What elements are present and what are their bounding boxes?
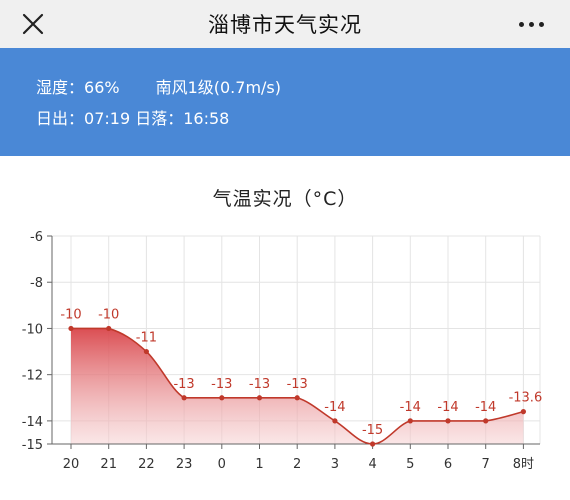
x-tick-label: 4: [368, 457, 376, 472]
data-point: [407, 418, 413, 424]
humidity-value: 66%: [84, 78, 120, 97]
top-bar: 淄博市天气实况: [0, 0, 570, 48]
data-point: [181, 395, 187, 401]
y-tick-label: -6: [30, 230, 43, 245]
y-tick-label: -12: [22, 369, 43, 384]
y-tick-label: -10: [22, 322, 43, 337]
y-tick-label: -8: [30, 276, 43, 291]
x-tick-label: 0: [218, 457, 226, 472]
data-value-label: -14: [437, 400, 458, 415]
data-point: [445, 418, 451, 424]
data-value-label: -14: [400, 400, 421, 415]
x-tick-label: 1: [255, 457, 263, 472]
sun-times-row: 日出：07:19 日落：16:58: [36, 105, 229, 129]
data-value-label: -13: [249, 377, 270, 392]
close-button[interactable]: [18, 9, 48, 39]
data-point: [370, 441, 376, 447]
weather-summary-panel: 湿度：66% 南风1级(0.7m/s) 日出：07:19 日落：16:58: [0, 48, 570, 156]
y-tick-label: -15: [22, 438, 43, 453]
x-tick-label: 7: [482, 457, 490, 472]
data-value-label: -10: [60, 307, 81, 322]
humidity-wind-row: 湿度：66% 南风1级(0.7m/s): [36, 74, 281, 98]
data-value-label: -13: [211, 377, 232, 392]
data-value-label: -14: [324, 400, 345, 415]
humidity-label: 湿度：: [36, 78, 85, 97]
data-point: [219, 395, 225, 401]
more-icon-dot: [528, 21, 534, 27]
x-tick-label: 6: [444, 457, 452, 472]
wind-value: 南风1级(0.7m/s): [155, 78, 282, 97]
chart-title: 气温实况（°C）: [212, 188, 358, 210]
data-value-label: -13: [173, 377, 194, 392]
x-tick-label: 8时: [513, 457, 534, 472]
data-point: [332, 418, 338, 424]
more-icon-dot: [538, 21, 544, 27]
data-point: [294, 395, 300, 401]
more-icon: [518, 21, 524, 27]
x-tick-label: 22: [138, 457, 155, 472]
data-point: [520, 409, 527, 415]
data-point: [483, 418, 489, 424]
data-value-label: -10: [98, 307, 119, 322]
x-tick-label: 3: [331, 457, 339, 472]
data-point: [106, 325, 112, 332]
x-tick-label: 20: [63, 457, 80, 472]
data-value-label: -13.6: [509, 391, 543, 406]
x-tick-label: 5: [406, 457, 414, 472]
sunset-label: 日落：: [135, 109, 184, 128]
data-point: [68, 325, 74, 332]
data-value-label: -15: [362, 423, 383, 438]
close-icon: [22, 13, 44, 35]
sunset-value: 16:58: [183, 109, 230, 128]
temperature-area: [71, 328, 524, 444]
x-tick-label: 23: [176, 457, 193, 472]
y-tick-label: -14: [22, 415, 43, 430]
data-value-label: -14: [475, 400, 496, 415]
page-title: 淄博市天气实况: [208, 13, 362, 37]
data-value-label: -13: [287, 377, 308, 392]
sunrise-value: 07:19: [84, 109, 131, 128]
x-tick-label: 21: [100, 457, 117, 472]
data-value-label: -11: [136, 331, 157, 346]
x-tick-label: 2: [293, 457, 301, 472]
data-point: [256, 395, 263, 401]
more-button[interactable]: [514, 9, 548, 39]
sunrise-label: 日出：: [36, 109, 85, 128]
data-point: [143, 348, 149, 355]
